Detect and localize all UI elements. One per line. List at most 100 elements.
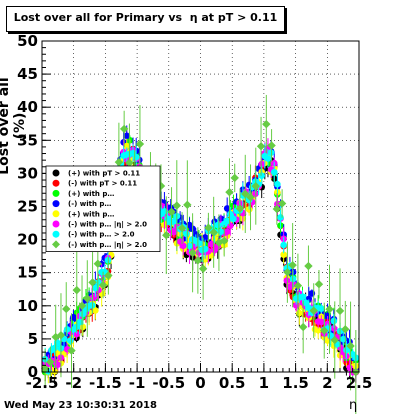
data-point	[208, 240, 215, 248]
legend-marker	[52, 220, 60, 228]
data-point	[193, 256, 203, 265]
data-point	[330, 335, 339, 345]
data-point	[241, 189, 250, 199]
data-point	[67, 346, 76, 355]
data-point	[63, 326, 71, 333]
data-point	[280, 251, 287, 258]
data-point	[227, 210, 234, 218]
y-tick-label: 35	[17, 131, 38, 149]
data-point	[227, 222, 234, 230]
data-point	[270, 168, 278, 176]
data-point	[277, 214, 284, 221]
data-point	[346, 341, 355, 351]
data-point	[298, 322, 308, 332]
data-point	[299, 293, 306, 301]
data-point	[314, 326, 322, 334]
y-axis-label: Lost over all (%)	[0, 77, 28, 175]
x-tick-label: 0.5	[219, 374, 246, 392]
data-point	[325, 305, 334, 314]
data-point	[177, 223, 187, 233]
x-tick-label: -2.5	[26, 374, 59, 392]
data-point	[170, 217, 178, 225]
data-point	[283, 267, 292, 277]
data-point	[223, 228, 231, 235]
data-point	[262, 119, 271, 129]
data-point	[272, 204, 282, 214]
data-point	[123, 142, 131, 150]
data-point	[167, 207, 176, 216]
data-point	[66, 337, 74, 344]
data-point	[293, 281, 303, 290]
data-point	[93, 259, 103, 268]
data-point	[119, 124, 129, 134]
x-tick-label: 1	[259, 374, 269, 392]
legend-label: (-) with p…	[68, 200, 111, 208]
x-tick-label: -2	[65, 374, 82, 392]
y-tick-label: 5	[28, 330, 38, 348]
data-point	[186, 242, 193, 250]
data-point	[76, 318, 83, 326]
data-point	[277, 199, 287, 208]
data-point	[209, 228, 218, 237]
data-point	[318, 305, 325, 312]
data-point	[179, 242, 187, 250]
data-point	[330, 317, 338, 325]
x-tick-label: -0.5	[152, 374, 185, 392]
y-tick-label: 50	[17, 32, 38, 50]
data-point	[235, 204, 245, 213]
x-tick-label: 0	[195, 374, 205, 392]
x-axis-label: η	[349, 398, 358, 413]
y-tick-label: 20	[17, 231, 38, 249]
data-point	[309, 306, 318, 315]
data-point	[320, 326, 329, 335]
x-tick-label: 1.5	[282, 374, 309, 392]
legend-label: (+) with p…	[68, 190, 114, 198]
chart-title-box: Lost over all for Primary vs η at pT > 0…	[6, 6, 285, 32]
data-point	[172, 201, 182, 210]
data-point	[214, 221, 222, 229]
data-point	[219, 236, 229, 245]
data-point	[230, 173, 239, 183]
legend-marker	[52, 230, 60, 238]
data-point	[40, 364, 50, 373]
data-point	[92, 284, 99, 292]
y-tick-label: 30	[17, 164, 38, 182]
legend: (+) with pT > 0.11 (-) with pT > 0.11 (+) …	[45, 165, 161, 252]
data-point	[308, 290, 316, 297]
y-tick-label: 40	[17, 98, 38, 116]
data-point	[114, 157, 124, 167]
data-point	[256, 142, 266, 151]
data-point	[98, 280, 108, 290]
data-point	[104, 271, 113, 280]
data-point	[280, 241, 287, 249]
data-point	[125, 158, 134, 168]
data-point	[258, 172, 265, 179]
data-point	[83, 294, 92, 303]
data-point	[79, 310, 87, 318]
x-tick-label: -1.5	[89, 374, 122, 392]
data-point	[302, 299, 309, 306]
legend-label: (-) with p… |η| > 2.0	[68, 241, 147, 250]
data-point	[304, 261, 313, 271]
data-point	[283, 277, 291, 284]
data-point	[264, 155, 272, 162]
data-point	[183, 200, 192, 210]
data-point	[195, 240, 203, 247]
data-marks	[40, 94, 361, 414]
legend-box	[45, 165, 161, 252]
data-point	[77, 301, 87, 310]
data-point	[162, 230, 171, 240]
y-tick-label: 15	[17, 264, 38, 282]
data-point	[318, 318, 325, 326]
data-point	[188, 248, 197, 257]
legend-marker	[52, 210, 60, 218]
data-point	[72, 285, 81, 295]
data-point	[92, 307, 99, 314]
data-point	[214, 238, 224, 247]
data-point	[230, 215, 237, 223]
timestamp-footer: Wed May 23 10:30:31 2018	[4, 400, 157, 411]
data-point	[135, 139, 145, 149]
legend-label: (-) with p… |η| > 2.0	[68, 221, 147, 230]
legend-marker	[52, 189, 60, 197]
